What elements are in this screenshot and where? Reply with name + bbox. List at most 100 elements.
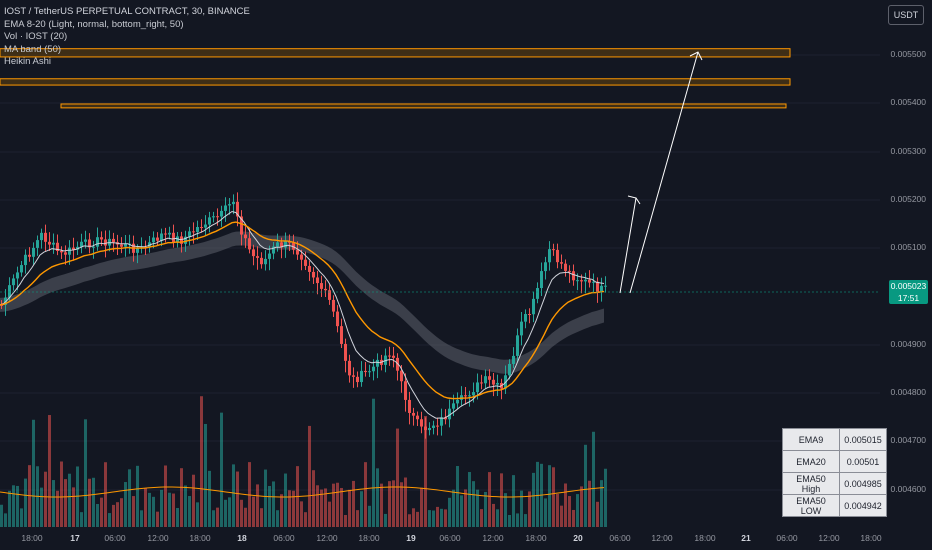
candle-body xyxy=(388,355,391,357)
volume-bar xyxy=(472,481,475,527)
volume-bar xyxy=(504,493,507,527)
volume-bar xyxy=(196,502,199,527)
candle-body xyxy=(284,241,287,248)
volume-bar xyxy=(236,471,239,527)
candle-body xyxy=(428,427,431,431)
volume-bar xyxy=(8,490,11,527)
volume-bar xyxy=(292,490,295,527)
volume-bar xyxy=(64,479,67,527)
candle-body xyxy=(112,238,115,243)
volume-bar xyxy=(208,470,211,527)
volume-bar xyxy=(240,499,243,527)
candle-body xyxy=(16,272,19,279)
candle-body xyxy=(596,281,599,292)
candle-body xyxy=(560,262,563,264)
indicator-volume[interactable]: Vol · IOST (20) xyxy=(4,31,68,42)
candle-body xyxy=(48,241,51,245)
candle-body xyxy=(272,246,275,254)
volume-bar xyxy=(332,483,335,527)
volume-bar xyxy=(252,496,255,527)
candle-body xyxy=(212,216,215,218)
volume-bar xyxy=(520,490,523,527)
candle-body xyxy=(424,426,427,431)
candle-body xyxy=(268,253,271,259)
volume-bar xyxy=(212,510,215,527)
candle-body xyxy=(232,201,235,205)
volume-bar xyxy=(516,513,519,527)
volume-bar xyxy=(304,512,307,527)
candle-body xyxy=(276,242,279,247)
volume-bar xyxy=(552,467,555,527)
volume-bar xyxy=(412,508,415,527)
volume-bar xyxy=(588,480,591,527)
currency-button[interactable]: USDT xyxy=(888,5,924,25)
volume-bar xyxy=(56,490,59,527)
volume-bar xyxy=(496,509,499,527)
time-tick-label: 18:00 xyxy=(21,533,43,543)
volume-bar xyxy=(480,509,483,527)
candle-body xyxy=(352,375,355,377)
volume-bar xyxy=(256,484,259,527)
time-tick-label: 12:00 xyxy=(147,533,169,543)
volume-bar xyxy=(280,494,283,527)
volume-bar xyxy=(580,486,583,527)
volume-bar xyxy=(188,496,191,527)
candle-body xyxy=(532,298,535,315)
volume-bar xyxy=(180,468,183,527)
candle-body xyxy=(556,249,559,263)
candle-body xyxy=(436,425,439,427)
current-price-value: 0.005023 xyxy=(890,281,927,291)
volume-bar xyxy=(124,482,127,527)
volume-bar xyxy=(544,498,547,527)
symbol-title[interactable]: IOST / TetherUS PERPETUAL CONTRACT, 30, … xyxy=(4,6,250,17)
indicator-heikin-ashi[interactable]: Heikin Ashi xyxy=(4,56,51,67)
volume-bar xyxy=(288,490,291,527)
candle-body xyxy=(156,237,159,241)
volume-bar xyxy=(324,488,327,527)
volume-bar xyxy=(308,425,311,527)
candle-body xyxy=(296,249,299,255)
ema-value: 0.00501 xyxy=(839,450,887,473)
time-tick-label: 18 xyxy=(237,533,247,543)
volume-bar xyxy=(112,504,115,527)
candle-body xyxy=(492,379,495,385)
candle-body xyxy=(320,283,323,289)
volume-bar xyxy=(204,423,207,527)
candle-body xyxy=(552,249,555,251)
volume-bar xyxy=(416,511,419,527)
indicator-ema[interactable]: EMA 8-20 (Light, normal, bottom_right, 5… xyxy=(4,18,184,30)
candle-body xyxy=(444,417,447,420)
candle-body xyxy=(316,277,319,284)
volume-bar xyxy=(224,499,227,527)
candle-body xyxy=(448,408,451,420)
table-row: EMA9 0.005015 xyxy=(782,428,887,451)
candle-body xyxy=(172,232,175,243)
time-tick-label: 12:00 xyxy=(316,533,338,543)
volume-bar xyxy=(300,501,303,527)
current-price-badge: 0.005023 17:51 xyxy=(889,280,928,304)
volume-bar xyxy=(396,428,399,527)
volume-bar xyxy=(432,510,435,527)
upper-resistance-zone xyxy=(0,48,791,58)
candle-body xyxy=(92,246,95,248)
candle-body xyxy=(348,360,351,376)
volume-bar xyxy=(72,487,75,527)
volume-bar xyxy=(320,489,323,527)
volume-bar xyxy=(524,514,527,527)
volume-bar xyxy=(548,465,551,527)
volume-bar xyxy=(260,508,263,527)
volume-bar xyxy=(360,491,363,527)
candle-body xyxy=(64,252,67,255)
candle-body xyxy=(180,236,183,244)
candle-body xyxy=(588,279,591,283)
indicator-ma-band[interactable]: MA band (50) xyxy=(4,43,62,55)
volume-bar xyxy=(364,462,367,527)
volume-bar xyxy=(48,415,51,527)
candle-body xyxy=(372,366,375,372)
volume-bar xyxy=(460,495,463,527)
price-tick-label: 0.005300 xyxy=(890,146,926,156)
candle-body xyxy=(568,270,571,272)
time-tick-label: 12:00 xyxy=(651,533,673,543)
